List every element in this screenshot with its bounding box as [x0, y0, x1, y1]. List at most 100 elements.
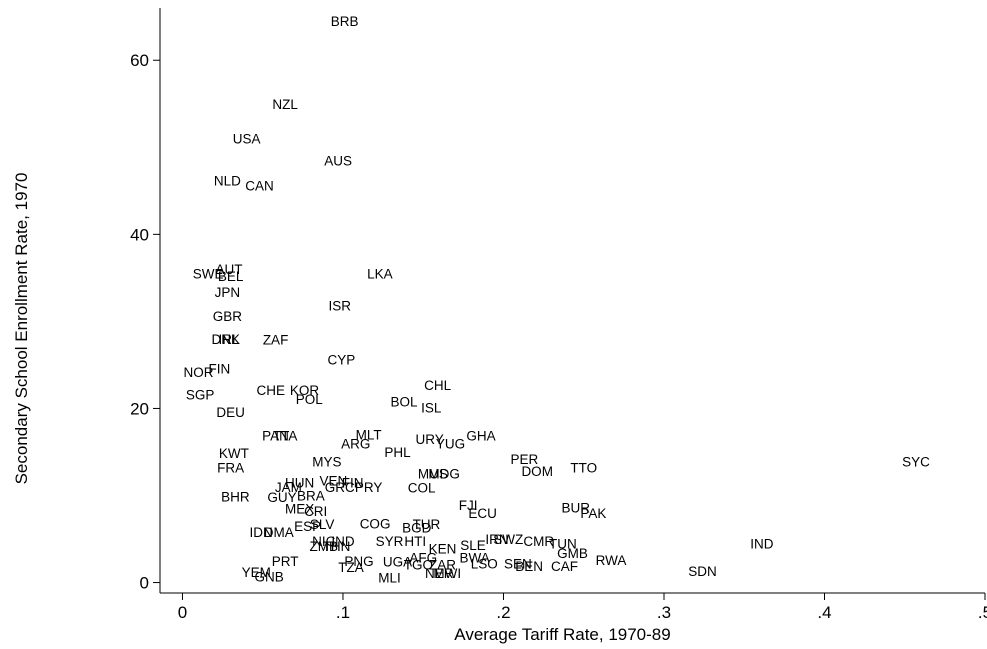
- data-point-label: DNK: [212, 332, 241, 347]
- data-point-label: PHL: [384, 445, 411, 460]
- data-point-label: DMA: [264, 525, 294, 540]
- data-point-label: NER: [425, 566, 454, 581]
- data-point-label: BGD: [402, 521, 432, 536]
- data-point-label: MLT: [356, 428, 382, 443]
- y-axis-title: Secondary School Enrollment Rate, 1970: [12, 173, 31, 485]
- x-tick-label: 0: [178, 603, 187, 622]
- x-tick-label: .2: [496, 603, 510, 622]
- data-point-label: KEN: [429, 542, 457, 557]
- y-ticks: 0 20 40 60: [130, 51, 160, 593]
- data-point-label: LSO: [471, 556, 498, 571]
- data-point-label: MLI: [378, 570, 401, 585]
- data-point-label: MEX: [285, 502, 314, 517]
- data-point-label: ESP: [294, 519, 321, 534]
- data-point-label: BHR: [221, 489, 250, 504]
- data-point-label: AFG: [409, 550, 437, 565]
- data-point-label: BEN: [515, 559, 543, 574]
- data-point-label: CAN: [245, 179, 274, 194]
- data-point-label: FIN: [342, 475, 364, 490]
- data-point-label: PRY: [355, 480, 383, 495]
- data-point-label: TZA: [338, 560, 364, 575]
- data-point-label: AUS: [324, 153, 352, 168]
- data-point-label: COL: [408, 481, 436, 496]
- data-point-label: IRL: [219, 332, 241, 347]
- data-point-label: SLE: [460, 538, 486, 553]
- x-tick-label: .1: [336, 603, 350, 622]
- data-point-label: CRI: [304, 504, 327, 519]
- data-point-label: SGP: [186, 388, 215, 403]
- data-point-label: HTI: [404, 534, 426, 549]
- x-tick-label: .3: [657, 603, 671, 622]
- data-point-label: MUS: [418, 467, 448, 482]
- data-point-label: YEM: [242, 565, 271, 580]
- data-point-label: USA: [233, 132, 261, 147]
- data-point-label: CMR: [523, 534, 554, 549]
- data-point-label: PAN: [262, 428, 289, 443]
- data-point-label: FIN: [209, 361, 231, 376]
- data-point-label: SLV: [310, 517, 335, 532]
- data-point-label: ECU: [468, 506, 497, 521]
- data-point-label: JAM: [275, 480, 302, 495]
- data-point-label: KOR: [290, 383, 320, 398]
- data-point-label: IND: [750, 536, 774, 551]
- data-point-label: UGA: [383, 555, 412, 570]
- data-point-label: PNG: [344, 554, 373, 569]
- data-point-label: CYP: [327, 353, 355, 368]
- data-point-label: SEN: [504, 556, 532, 571]
- data-point-label: TTA: [273, 428, 298, 443]
- x-tick-label: .4: [817, 603, 831, 622]
- data-point-label: VEN: [319, 474, 347, 489]
- data-point-label: GNB: [255, 569, 284, 584]
- data-point-label: IND: [331, 534, 355, 549]
- data-point-label: DOM: [521, 464, 553, 479]
- x-ticks: 0 .1 .2 .3 .4 .5: [178, 593, 987, 622]
- data-point-label: BOL: [390, 394, 418, 409]
- data-point-label: GMB: [557, 546, 588, 561]
- data-point-label: CAF: [551, 559, 578, 574]
- data-point-label: SWZ: [493, 532, 523, 547]
- data-point-label: ZAR: [429, 557, 456, 572]
- data-point-label: ZMB: [309, 539, 338, 554]
- data-point-label: NIC: [312, 534, 336, 549]
- y-tick-label: 20: [130, 399, 149, 418]
- data-point-label: SYC: [902, 455, 930, 470]
- data-point-label: ISL: [421, 401, 442, 416]
- data-point-label: ZAF: [263, 333, 289, 348]
- x-axis-title: Average Tariff Rate, 1970-89: [454, 625, 670, 644]
- data-point-label: MDG: [428, 467, 460, 482]
- data-point-label: COG: [360, 516, 391, 531]
- data-point-label: PAK: [580, 506, 606, 521]
- data-point-label: GRC: [325, 480, 355, 495]
- data-point-label: TTO: [570, 461, 597, 476]
- data-point-label: FJI: [459, 498, 478, 513]
- data-point-label: IRN: [485, 532, 508, 547]
- data-point-label: GHA: [466, 428, 495, 443]
- data-point-label: ARG: [341, 436, 370, 451]
- data-point-label: NLD: [214, 173, 241, 188]
- data-point-label: URY: [416, 432, 444, 447]
- y-tick-label: 60: [130, 51, 149, 70]
- data-point-label: FRA: [217, 461, 244, 476]
- data-point-label: BRB: [331, 14, 359, 29]
- data-point-label: BEL: [218, 269, 244, 284]
- data-point-label: IDN: [249, 525, 272, 540]
- data-point-label: THN: [323, 539, 351, 554]
- data-point-label: TGO: [404, 557, 433, 572]
- data-point-label: JPN: [215, 285, 241, 300]
- data-point-label: CHE: [256, 383, 285, 398]
- data-point-label: GBR: [213, 309, 243, 324]
- data-point-label: AUT: [216, 262, 243, 277]
- data-point-label: CHL: [424, 378, 451, 393]
- data-point-label: LKA: [367, 267, 393, 282]
- data-point-label: PER: [510, 452, 538, 467]
- data-point-label: BRA: [297, 489, 325, 504]
- data-point-label: GUY: [267, 490, 296, 505]
- data-point-label: PRT: [272, 554, 299, 569]
- data-point-label: RWA: [596, 553, 627, 568]
- y-tick-label: 40: [130, 225, 149, 244]
- data-point-label: BWA: [459, 550, 489, 565]
- axes: [159, 8, 985, 594]
